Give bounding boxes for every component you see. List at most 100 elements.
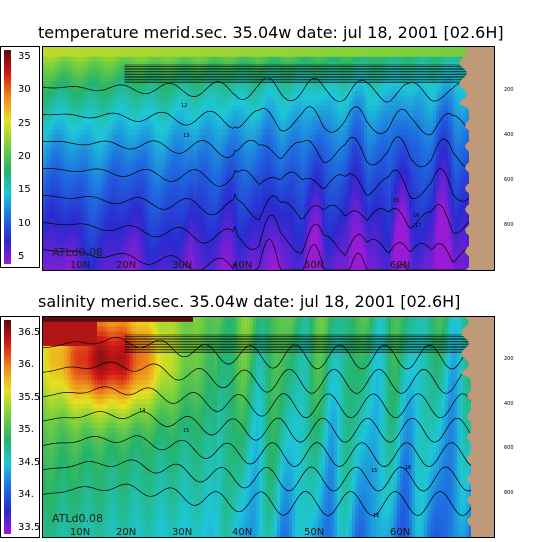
- field-cell: [157, 130, 161, 136]
- field-cell: [244, 130, 248, 136]
- field-cell: [196, 95, 200, 102]
- field-cell: [301, 213, 305, 219]
- field-cell: [244, 76, 248, 82]
- field-cell: [121, 105, 125, 112]
- field-cell: [166, 252, 170, 258]
- field-cell: [295, 169, 299, 175]
- field-cell: [106, 262, 110, 268]
- field-cell: [340, 174, 344, 180]
- field-cell: [343, 100, 347, 107]
- field-cell: [211, 95, 215, 102]
- field-cell: [247, 188, 251, 195]
- field-cell: [175, 237, 179, 244]
- field-cell: [304, 51, 308, 58]
- field-cell: [313, 193, 317, 200]
- field-cell: [250, 47, 254, 53]
- field-cell: [67, 135, 71, 141]
- field-cell: [253, 169, 257, 175]
- field-cell: [343, 179, 347, 185]
- field-cell: [52, 213, 56, 219]
- field-cell: [361, 193, 365, 200]
- field-cell: [328, 81, 332, 87]
- field-cell: [94, 110, 98, 117]
- field-cell: [103, 257, 107, 263]
- field-cell: [223, 267, 227, 270]
- field-cell: [304, 154, 308, 161]
- field-cell: [286, 47, 290, 53]
- field-cell: [100, 86, 104, 92]
- field-cell: [79, 262, 83, 268]
- field-cell: [133, 71, 137, 77]
- field-cell: [298, 208, 302, 214]
- field-cell: [130, 232, 134, 239]
- field-cell: [103, 81, 107, 87]
- field-cell: [121, 159, 125, 165]
- field-cell: [295, 115, 299, 121]
- field-cell: [82, 237, 86, 244]
- field-cell: [175, 76, 179, 82]
- field-cell: [355, 154, 359, 161]
- field-cell: [121, 91, 125, 97]
- field-cell: [88, 105, 92, 112]
- field-cell: [226, 110, 230, 117]
- field-cell: [76, 115, 80, 121]
- field-cell: [184, 257, 188, 263]
- field-cell: [229, 242, 233, 249]
- field-cell: [292, 262, 296, 268]
- field-cell: [145, 198, 149, 205]
- field-cell: [343, 267, 347, 270]
- field-cell: [55, 47, 59, 53]
- field-cell: [214, 237, 218, 244]
- field-cell: [232, 203, 236, 210]
- field-cell: [286, 179, 290, 185]
- field-cell: [247, 135, 251, 141]
- field-cell: [154, 149, 158, 156]
- field-cell: [91, 227, 95, 234]
- field-cell: [166, 232, 170, 239]
- field-cell: [76, 61, 80, 68]
- field-cell: [142, 120, 146, 126]
- field-cell: [136, 91, 140, 97]
- field-cell: [322, 61, 326, 68]
- field-cell: [187, 66, 191, 73]
- field-cell: [331, 91, 335, 97]
- field-cell: [193, 95, 197, 102]
- field-cell: [61, 193, 65, 200]
- field-cell: [286, 159, 290, 165]
- field-cell: [265, 159, 269, 165]
- field-cell: [226, 95, 230, 102]
- field-cell: [301, 105, 305, 112]
- field-cell: [244, 51, 248, 58]
- field-cell: [151, 144, 155, 151]
- field-cell: [268, 56, 272, 63]
- field-cell: [220, 208, 224, 214]
- field-cell: [94, 115, 98, 121]
- field-cell: [61, 267, 65, 270]
- field-cell: [361, 232, 365, 239]
- field-cell: [223, 61, 227, 68]
- field-cell: [118, 61, 122, 68]
- field-cell: [244, 149, 248, 156]
- field-cell: [232, 115, 236, 121]
- field-cell: [181, 135, 185, 141]
- field-cell: [139, 169, 143, 175]
- field-cell: [100, 71, 104, 77]
- field-cell: [346, 188, 350, 195]
- field-cell: [157, 71, 161, 77]
- field-cell: [367, 110, 371, 117]
- field-cell: [298, 252, 302, 258]
- field-cell: [364, 193, 368, 200]
- field-cell: [340, 232, 344, 239]
- field-cell: [178, 227, 182, 234]
- field-cell: [97, 208, 101, 214]
- field-cell: [64, 149, 68, 156]
- field-cell: [361, 247, 365, 254]
- field-cell: [247, 76, 251, 82]
- field-cell: [103, 252, 107, 258]
- field-cell: [91, 159, 95, 165]
- field-cell: [307, 227, 311, 234]
- field-cell: [202, 95, 206, 102]
- field-cell: [262, 203, 266, 210]
- field-cell: [94, 267, 98, 270]
- field-cell: [295, 91, 299, 97]
